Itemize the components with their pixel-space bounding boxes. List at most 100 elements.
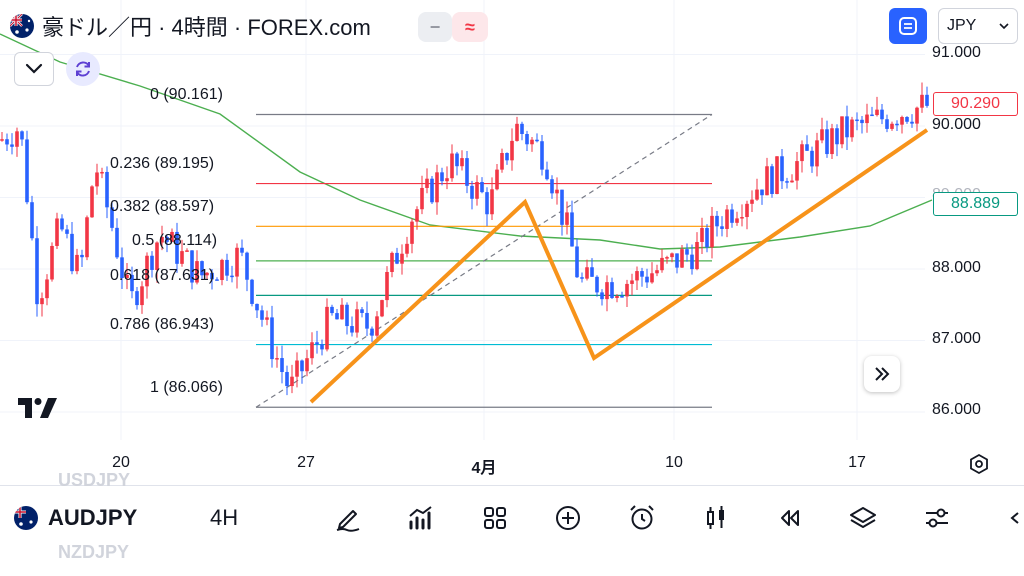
candle-body (745, 203, 749, 218)
fullscreen-button[interactable] (889, 8, 927, 44)
add-button[interactable] (548, 498, 588, 538)
candle-body (890, 123, 894, 129)
candle-body (920, 94, 924, 108)
candle-body (85, 217, 89, 258)
candle-body (630, 280, 634, 284)
candle-body (565, 212, 569, 225)
chart-settings-button[interactable] (965, 450, 993, 478)
indicator-visibility-toggle[interactable]: − (418, 12, 452, 42)
candle-body (465, 158, 469, 186)
aud-flag-icon (10, 14, 34, 38)
candle-body (110, 207, 114, 228)
candle-body (95, 172, 99, 187)
candle-body (835, 128, 839, 145)
price-axis-label: 91.000 (932, 44, 981, 61)
candle-body (755, 189, 759, 200)
candle-body (800, 144, 804, 162)
candle-body (40, 298, 44, 305)
candle-body (720, 226, 724, 229)
sync-button[interactable] (66, 52, 100, 86)
double-chevron-right-icon (875, 367, 890, 381)
candle-body (590, 267, 594, 277)
candle-body (695, 241, 699, 270)
candle-body (320, 344, 324, 350)
price-axis-label: 88.000 (932, 259, 981, 276)
candle-body (215, 279, 219, 281)
current-price-badge: 90.290 (933, 92, 1018, 116)
candle-body (650, 273, 654, 283)
candle-body (910, 121, 914, 124)
zigzag-line (309, 128, 929, 404)
scroll-to-realtime-button[interactable] (864, 356, 900, 392)
candle-body (0, 139, 4, 141)
settings-button[interactable] (917, 498, 957, 538)
candle-body (210, 272, 214, 280)
object-tree-button[interactable] (843, 498, 883, 538)
candle-body (300, 360, 304, 372)
refresh-icon (76, 61, 90, 77)
candle-body (665, 257, 669, 259)
candle-body (880, 109, 884, 120)
candle-body (460, 158, 464, 167)
indicators-icon (409, 506, 432, 530)
candle-body (625, 283, 629, 297)
candle-body (50, 245, 54, 280)
candle-body (200, 261, 204, 276)
candle-body (100, 171, 104, 174)
candle-body (830, 128, 834, 155)
currency-select-value: JPY (947, 17, 977, 34)
candle-body (850, 119, 854, 138)
symbol-selector[interactable]: AUDJPY (14, 505, 137, 531)
candle-body (70, 233, 74, 272)
candle-body (420, 187, 424, 210)
alert-button[interactable] (622, 498, 662, 538)
candles-icon (707, 506, 724, 529)
candle-body (160, 236, 164, 243)
candle-body (225, 259, 229, 276)
symbol-list-item-next[interactable]: NZDJPY (58, 542, 130, 562)
candle-body (220, 259, 224, 281)
candle-body (730, 209, 734, 223)
candle-body (575, 246, 579, 278)
candle-body (770, 166, 774, 194)
layout-button[interactable] (475, 498, 515, 538)
candle-body (885, 119, 889, 129)
candle-body (645, 276, 649, 283)
symbol-list-item-prev[interactable]: USDJPY (58, 470, 131, 490)
more-tools-button[interactable] (1004, 498, 1024, 538)
candle-body (780, 156, 784, 182)
price-chart[interactable] (0, 0, 1024, 480)
interval-selector[interactable]: 4H (210, 505, 239, 530)
candle-body (790, 180, 794, 183)
candle-body (15, 131, 19, 147)
bottom-toolbar (0, 486, 1024, 576)
time-axis-label: 17 (848, 454, 866, 471)
replay-button[interactable] (769, 498, 809, 538)
drawing-tools-button[interactable] (328, 498, 368, 538)
collapse-legend-button[interactable] (14, 52, 54, 86)
candle-body (240, 247, 244, 253)
candle-body (270, 317, 274, 360)
hexagon-settings-icon (970, 453, 988, 475)
candle-body (490, 189, 494, 215)
candle-body (430, 178, 434, 203)
candle-body (395, 252, 399, 264)
candle-body (385, 271, 389, 301)
candle-body (915, 107, 919, 124)
candle-body (80, 254, 84, 258)
fib-level-label: 1 (86.066) (150, 379, 223, 396)
candle-body (475, 182, 479, 199)
chart-title[interactable]: 豪ドル／円 · 4時間 · FOREX.com (42, 15, 371, 40)
indicators-button[interactable] (401, 498, 441, 538)
candle-body (415, 209, 419, 222)
symbol-name: AUDJPY (48, 505, 138, 530)
candle-body (445, 178, 449, 182)
candle-body (570, 212, 574, 247)
candle-body (195, 261, 199, 283)
candle-body (875, 109, 879, 116)
data-mode-toggle[interactable]: ≈ (452, 12, 488, 42)
currency-select[interactable]: JPY (938, 8, 1018, 44)
candle-body (10, 144, 14, 147)
candle-body (765, 166, 769, 196)
chart-type-button[interactable] (696, 498, 736, 538)
